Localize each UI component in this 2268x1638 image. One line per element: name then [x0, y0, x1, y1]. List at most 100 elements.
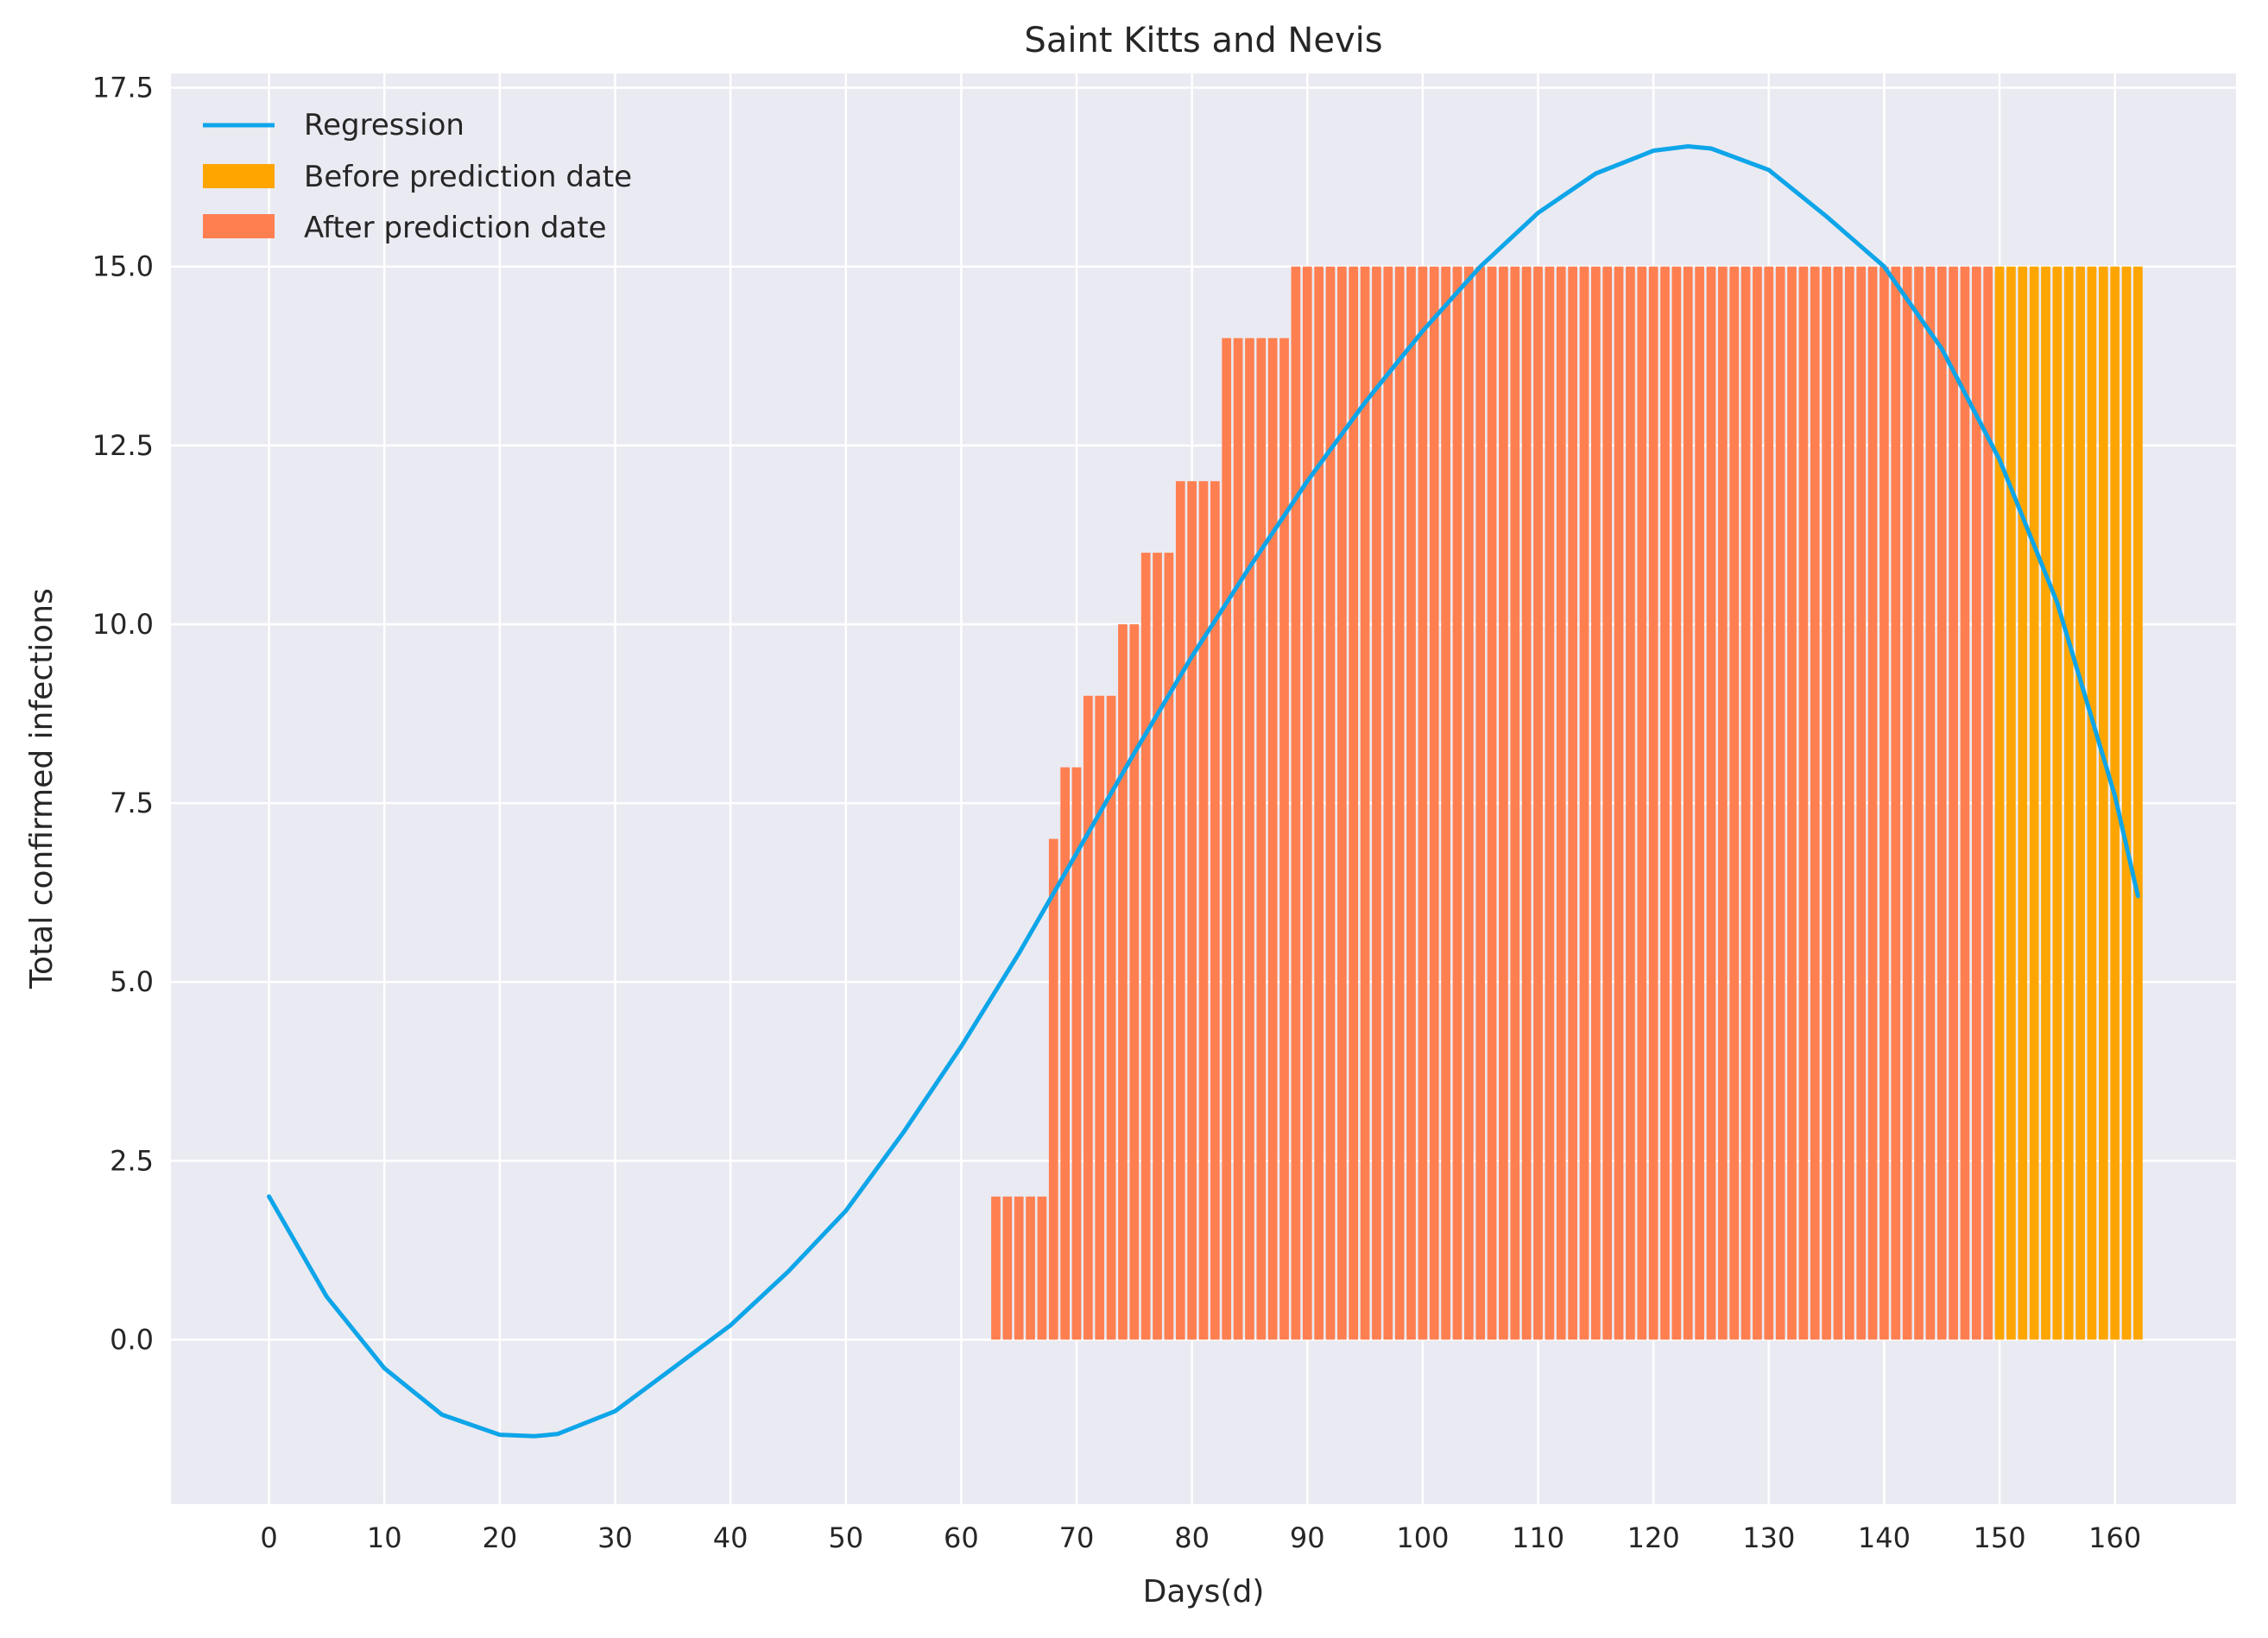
y-tick-label: 5.0: [110, 965, 154, 998]
bar: [1418, 266, 1428, 1340]
x-tick-label: 20: [482, 1521, 517, 1554]
bar: [1406, 266, 1416, 1340]
bar: [1071, 767, 1082, 1340]
bar: [1222, 338, 1232, 1340]
bar: [1291, 266, 1301, 1340]
bar: [2041, 266, 2050, 1340]
bar: [2087, 266, 2097, 1340]
x-tick-label: 40: [713, 1521, 749, 1554]
bar: [2133, 266, 2143, 1340]
bar: [1383, 266, 1393, 1340]
bar: [1856, 266, 1867, 1340]
bar: [1753, 266, 1762, 1340]
bar: [1475, 266, 1486, 1340]
x-tick-label: 50: [828, 1521, 863, 1554]
bar: [1429, 266, 1439, 1340]
bar: [1798, 266, 1809, 1340]
bar: [1775, 266, 1785, 1340]
x-tick-label: 60: [944, 1521, 979, 1554]
bar: [2075, 266, 2085, 1340]
x-tick-label: 120: [1627, 1521, 1680, 1554]
bar: [1729, 266, 1740, 1340]
bar: [1198, 481, 1209, 1340]
bar: [1083, 695, 1093, 1340]
bar: [1706, 266, 1716, 1340]
bar: [1983, 266, 1993, 1340]
bar: [1095, 695, 1105, 1340]
bar: [1487, 266, 1497, 1340]
bar: [1914, 266, 1924, 1340]
bar: [1499, 266, 1508, 1340]
bar: [1314, 266, 1324, 1340]
bar: [1245, 338, 1254, 1340]
bar: [1394, 266, 1405, 1340]
x-tick-label: 30: [597, 1521, 633, 1554]
bar: [1002, 1196, 1013, 1340]
bar: [1372, 266, 1381, 1340]
x-tick-label: 110: [1512, 1521, 1564, 1554]
bar: [1717, 266, 1728, 1340]
y-tick-label: 7.5: [110, 787, 154, 819]
x-tick-label: 150: [1974, 1521, 2026, 1554]
bar: [1014, 1196, 1024, 1340]
bar: [1521, 266, 1532, 1340]
x-tick-label: 140: [1858, 1521, 1911, 1554]
bar: [1360, 266, 1370, 1340]
bar: [1556, 266, 1566, 1340]
bar: [1452, 266, 1463, 1340]
legend-swatch-after-prediction: [203, 214, 275, 238]
bar: [1879, 266, 1889, 1340]
x-tick-label: 130: [1742, 1521, 1795, 1554]
legend-swatch-before-prediction: [203, 164, 275, 188]
bar: [1026, 1196, 1035, 1340]
bar: [1279, 338, 1289, 1340]
bar: [991, 1196, 1001, 1340]
bar: [1337, 266, 1347, 1340]
bar: [1994, 266, 2005, 1340]
bar: [1936, 266, 1947, 1340]
bar: [1441, 266, 1450, 1340]
x-tick-label: 100: [1396, 1521, 1449, 1554]
bar: [1267, 338, 1278, 1340]
y-tick-label: 2.5: [110, 1144, 154, 1177]
bar: [1579, 266, 1589, 1340]
bar: [1164, 553, 1174, 1340]
bar: [1867, 266, 1878, 1340]
x-tick-label: 90: [1290, 1521, 1325, 1554]
y-axis-label: Total confirmed infections: [24, 588, 60, 990]
bar: [1545, 266, 1555, 1340]
bar: [1960, 266, 1970, 1340]
x-tick-label: 70: [1059, 1521, 1095, 1554]
bar: [1740, 266, 1751, 1340]
bar: [1140, 553, 1151, 1340]
y-axis-ticks: 0.0 2.5 5.0 7.5 10.0 12.5 15.0 17.5: [92, 72, 154, 1357]
x-axis-ticks: 0 10 20 30 40 50 60 70 80 90 100 110 120 130 140 150 160: [260, 1521, 2141, 1554]
legend-label-regression: Regression: [304, 108, 464, 142]
bar: [1037, 1196, 1047, 1340]
bar: [1648, 266, 1658, 1340]
bar: [1683, 266, 1693, 1340]
bar: [1764, 266, 1774, 1340]
x-axis-label: Days(d): [1143, 1574, 1265, 1610]
bar: [1660, 266, 1670, 1340]
bar: [1325, 266, 1336, 1340]
bars: [991, 266, 2143, 1340]
bar: [1153, 553, 1162, 1340]
bar: [1210, 481, 1220, 1340]
bar: [1129, 623, 1140, 1340]
y-tick-label: 17.5: [92, 72, 154, 104]
bar: [1787, 266, 1797, 1340]
bar: [1256, 338, 1267, 1340]
bar: [1106, 695, 1116, 1340]
bar: [1187, 481, 1197, 1340]
legend: Regression Before prediction date After …: [203, 108, 632, 245]
chart-title: Saint Kitts and Nevis: [1024, 21, 1382, 60]
bar: [1891, 266, 1901, 1340]
bar: [1695, 266, 1704, 1340]
bar: [1810, 266, 1820, 1340]
bar: [1233, 338, 1243, 1340]
bar: [1568, 266, 1577, 1340]
bar: [1844, 266, 1854, 1340]
bar: [1602, 266, 1613, 1340]
